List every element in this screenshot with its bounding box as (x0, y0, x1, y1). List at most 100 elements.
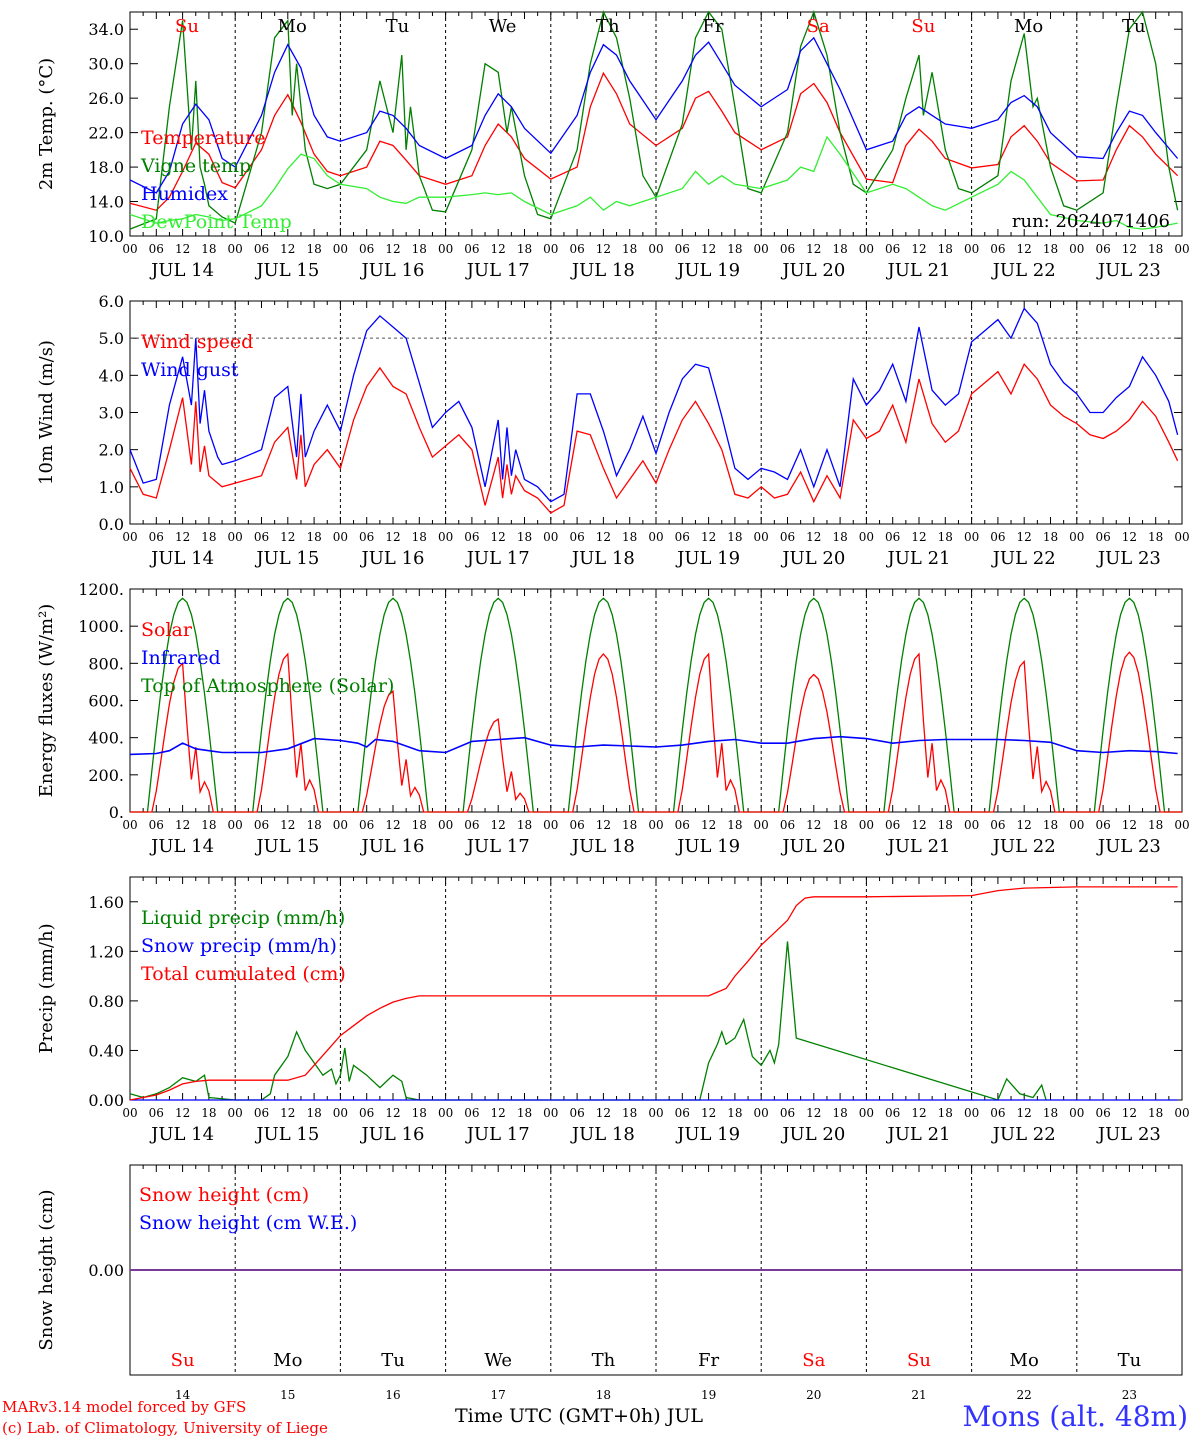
hour-tick-label: 18 (306, 1106, 321, 1120)
weekday-label: Tu (381, 1350, 405, 1371)
hour-tick-label: 18 (412, 818, 427, 832)
hour-tick-label: 06 (569, 242, 584, 256)
y-axis-title: 10m Wind (m/s) (36, 340, 57, 485)
hour-tick-label: 12 (280, 818, 295, 832)
hour-tick-label: 18 (727, 1106, 742, 1120)
hour-tick-label: 06 (254, 242, 269, 256)
date-label: JUL 21 (886, 260, 951, 281)
y-tick-label: 0.00 (88, 1091, 124, 1110)
hour-tick-label: 00 (964, 818, 979, 832)
hour-tick-label: 18 (517, 818, 532, 832)
day-number: 23 (1122, 1388, 1137, 1402)
hour-tick-label: 18 (201, 1106, 216, 1120)
hour-tick-label: 06 (990, 242, 1005, 256)
hour-tick-label: 06 (149, 242, 164, 256)
hour-tick-label: 18 (517, 530, 532, 544)
hour-tick-label: 18 (517, 1106, 532, 1120)
hour-tick-label: 12 (806, 530, 821, 544)
hour-tick-label: 06 (464, 530, 479, 544)
hour-tick-label: 00 (438, 242, 453, 256)
hour-tick-label: 12 (491, 1106, 506, 1120)
day-number: 17 (491, 1388, 506, 1402)
hour-tick-label: 06 (675, 242, 690, 256)
weekday-label: We (484, 1350, 512, 1371)
legend-entry: Total cumulated (cm) (141, 963, 346, 985)
hour-tick-label: 06 (359, 242, 374, 256)
legend-entry: Solar (141, 619, 193, 641)
y-axis-title: Precip (mm/h) (36, 923, 57, 1053)
hour-tick-label: 06 (359, 818, 374, 832)
weekday-label: Tu (386, 16, 410, 37)
date-label: JUL 22 (991, 548, 1056, 569)
y-tick-label: 10.0 (88, 227, 124, 246)
weekday-label: Sa (807, 16, 830, 37)
hour-tick-label: 06 (885, 242, 900, 256)
legend-entry: Vigne temp (140, 155, 251, 177)
hour-tick-label: 00 (543, 818, 558, 832)
date-label: JUL 17 (465, 260, 530, 281)
hour-tick-label: 06 (254, 530, 269, 544)
hour-tick-label: 18 (727, 242, 742, 256)
run-label: run: 2024071406 (1012, 211, 1170, 232)
hour-tick-label: 18 (938, 818, 953, 832)
hour-tick-label: 06 (675, 818, 690, 832)
hour-tick-label: 00 (648, 818, 663, 832)
hour-tick-label: 18 (517, 242, 532, 256)
hour-tick-label: 00 (1069, 1106, 1084, 1120)
hour-tick-label: 06 (149, 530, 164, 544)
hour-tick-label: 12 (1017, 1106, 1032, 1120)
hour-tick-label: 18 (832, 818, 847, 832)
hour-tick-label: 18 (201, 818, 216, 832)
y-tick-label: 200. (88, 766, 124, 785)
hour-tick-label: 06 (780, 1106, 795, 1120)
y-tick-label: 0.80 (88, 992, 124, 1011)
date-label: JUL 16 (360, 260, 425, 281)
hour-tick-label: 12 (491, 818, 506, 832)
hour-tick-label: 12 (596, 818, 611, 832)
day-number: 19 (701, 1388, 716, 1402)
hour-tick-label: 00 (438, 530, 453, 544)
lab-credit: (c) Lab. of Climatology, University of L… (2, 1419, 328, 1437)
hour-tick-label: 06 (780, 530, 795, 544)
hour-tick-label: 06 (990, 818, 1005, 832)
hour-tick-label: 00 (122, 1106, 137, 1120)
y-tick-label: 800. (88, 654, 124, 673)
hour-tick-label: 12 (385, 1106, 400, 1120)
hour-tick-label: 00 (543, 1106, 558, 1120)
weekday-label: Tu (1122, 16, 1146, 37)
date-label: JUL 20 (780, 548, 845, 569)
hour-tick-label: 18 (622, 530, 637, 544)
hour-tick-label: 18 (1043, 1106, 1058, 1120)
y-tick-label: 22.0 (88, 124, 124, 143)
weekday-label: Su (907, 1350, 931, 1371)
hour-tick-label: 12 (596, 530, 611, 544)
date-label: JUL 20 (780, 836, 845, 857)
hour-tick-label: 00 (333, 530, 348, 544)
y-tick-label: 2.0 (99, 441, 124, 460)
series-wind-speed (129, 363, 1179, 514)
plot-frame-2 (129, 300, 1183, 525)
y-tick-label: 400. (88, 729, 124, 748)
date-label: JUL 21 (886, 836, 951, 857)
hour-tick-label: 00 (438, 818, 453, 832)
date-label: JUL 14 (149, 836, 214, 857)
hour-tick-label: 06 (780, 818, 795, 832)
y-tick-label: 1.60 (88, 893, 124, 912)
date-label: JUL 20 (780, 1124, 845, 1145)
hour-tick-label: 12 (385, 242, 400, 256)
hour-tick-label: 00 (1174, 1106, 1189, 1120)
hour-tick-label: 12 (701, 530, 716, 544)
x-axis-title: Time UTC (GMT+0h) JUL (455, 1405, 703, 1427)
hour-tick-label: 18 (412, 530, 427, 544)
hour-tick-label: 00 (1069, 242, 1084, 256)
date-label: JUL 17 (465, 836, 530, 857)
weekday-label: Mo (273, 1350, 302, 1371)
y-axis-title: 2m Temp. (°C) (36, 58, 57, 190)
y-tick-label: 34.0 (88, 20, 124, 39)
y-tick-label: 1.20 (88, 942, 124, 961)
weekday-label: We (489, 16, 517, 37)
date-label: JUL 19 (675, 548, 740, 569)
legend-entry: Wind speed (141, 331, 253, 353)
hour-tick-label: 06 (675, 1106, 690, 1120)
legend-entry: Snow precip (mm/h) (141, 935, 337, 957)
